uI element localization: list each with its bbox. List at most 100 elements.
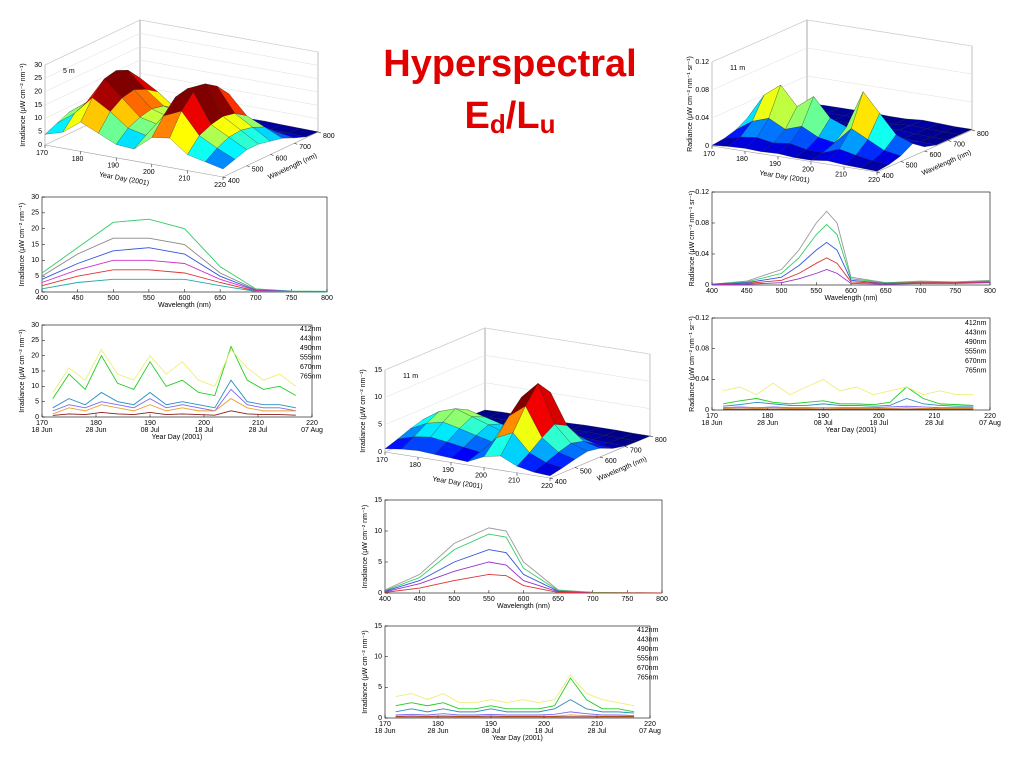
legend-entry: 765nm [965,367,987,374]
x-tick-label: 170 [379,721,391,728]
grid-line [44,46,319,92]
legend-entry: 765nm [637,674,659,681]
z-tick-label: 0 [38,142,42,149]
x-tick-label: 400 [706,288,718,295]
x-tick-label: 220 [868,177,880,184]
legend-entry: 670nm [965,358,987,365]
legend-entry: 490nm [300,345,322,352]
x-tick-label: 190 [485,721,497,728]
y-tick-label: 10 [374,528,382,535]
x-tick-label: 190 [107,163,119,170]
x-tick-label: 700 [587,596,599,603]
x-date-label: 18 Jun [701,420,722,427]
series-line [395,714,635,717]
plot-area [384,625,651,719]
surface-patch [860,160,890,172]
y-tick-label: 600 [605,458,617,465]
y-tick-label: 700 [299,144,311,151]
x-tick-label: 700 [915,288,927,295]
y-tick-label: 500 [252,167,264,174]
plot-area [711,191,991,286]
y-tick-label: 0.04 [695,376,709,383]
y-tick-label: 15 [31,241,39,248]
legend-entry: 490nm [965,339,987,346]
y-tick [317,131,322,134]
annotation: 11 m [730,65,745,72]
y-tick-label: 30 [31,322,39,329]
x-tick-label: 700 [250,295,262,302]
z-tick-label: 0.04 [695,115,709,122]
x-tick-label: 650 [880,288,892,295]
y-axis-label: Radiance (μW cm⁻² nm⁻¹ sr⁻¹) [689,191,696,287]
legend-entry: 412nm [965,320,987,327]
y-tick [876,171,881,174]
surface-patch [204,148,236,170]
x-tick-label: 550 [143,295,155,302]
y-tick-label: 400 [228,178,240,185]
x-tick-label: 800 [984,288,996,295]
x-tick-label: 170 [36,420,48,427]
x-tick-label: 190 [769,161,781,168]
x-tick-label: 220 [306,420,318,427]
series-line [711,223,991,285]
y-tick-label: 600 [276,155,288,162]
x-tick-label: 170 [706,413,718,420]
y-tick-label: 0.08 [695,346,709,353]
x-tick-label: 210 [252,420,264,427]
series-line [41,278,328,293]
title-subscript: d [490,109,506,139]
series-line [723,407,974,409]
x-tick-label: 500 [107,295,119,302]
x-axis-label: Wavelength (nm) [497,603,550,610]
plot-area [384,499,663,594]
x-tick-label: 170 [36,150,48,157]
y-tick-label: 0.12 [695,315,709,322]
plot-area [41,324,313,418]
series-line [384,573,662,594]
z-tick-label: 15 [374,367,382,374]
series-line [723,386,974,406]
y-tick [971,129,976,132]
z-tick-label: 25 [34,75,42,82]
y-tick [246,165,250,167]
y-tick-label: 800 [655,437,667,444]
y-tick-label: 400 [555,479,567,486]
y-tick-label: 0 [378,715,382,722]
z-axis-label: Radiance (μW cm⁻² nm⁻¹ sr⁻¹) [687,56,694,152]
x-tick-label: 600 [845,288,857,295]
x-tick-label: 650 [214,295,226,302]
x-tick-label: 400 [379,596,391,603]
x-tick-label: 190 [817,413,829,420]
x-axis-label: Year Day (2001) [152,434,203,441]
y-tick [294,143,298,145]
legend-entry: 443nm [965,329,987,336]
grid-line [711,75,973,119]
x-date-label: 28 Jun [757,420,778,427]
x-tick-label: 450 [72,295,84,302]
y-tick-label: 700 [630,447,642,454]
z-tick-label: 10 [374,394,382,401]
x-tick-label: 500 [448,596,460,603]
x-tick-label: 210 [835,172,847,179]
grid-line [711,19,973,63]
series-line [711,257,991,286]
series-line [52,348,297,393]
y-tick-label: 600 [930,152,942,159]
grid-line [44,33,319,79]
y-tick-label: 5 [378,684,382,691]
y-tick-label: 0 [35,414,39,421]
grid-line [44,19,319,66]
x-tick-label: 750 [286,295,298,302]
x-tick-label: 180 [762,413,774,420]
z-tick-label: 30 [34,62,42,69]
x-tick-label: 200 [143,169,155,176]
z-tick-label: 0 [378,449,382,456]
x-tick-label: 200 [802,166,814,173]
x-tick-label: 180 [432,721,444,728]
z-axis-label: Irradiance (μW cm⁻² nm⁻¹) [20,63,27,146]
y-tick-label: 500 [580,468,592,475]
series-line [711,269,991,286]
y-tick-label: 20 [31,353,39,360]
series-line [723,378,974,396]
legend-entry: 443nm [300,335,322,342]
